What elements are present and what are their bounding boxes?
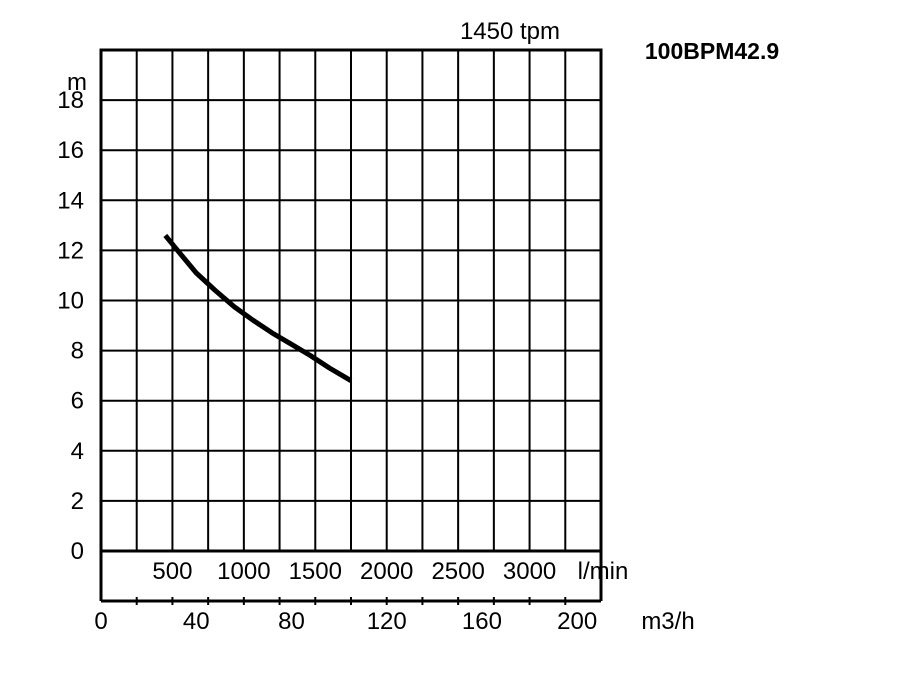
x2-tick-label: 500 bbox=[152, 558, 192, 585]
y-tick-label: 12 bbox=[57, 237, 84, 264]
head-flow-curve bbox=[163, 233, 353, 383]
x2-tick-label: 2500 bbox=[431, 558, 484, 585]
x-tick-label: 40 bbox=[183, 608, 210, 635]
x2-unit-label: l/min bbox=[578, 558, 629, 585]
plot-border bbox=[99, 48, 603, 553]
x-tick-label: 0 bbox=[94, 608, 107, 635]
x-unit-label: m3/h bbox=[641, 608, 694, 635]
x2-tick-label: 1000 bbox=[217, 558, 270, 585]
y-tick-label: 10 bbox=[57, 288, 84, 315]
y-tick-label: 8 bbox=[71, 338, 84, 365]
y-tick-label: 6 bbox=[71, 388, 84, 415]
y-tick-label: 2 bbox=[71, 488, 84, 515]
x-tick-label: 120 bbox=[367, 608, 407, 635]
y-tick-label: 4 bbox=[71, 438, 84, 465]
labels: 0 2 4 6 8 10 12 14 16 18 0 40 80 120 160 200 500 1000 1500… bbox=[57, 87, 597, 635]
x-tick-label: 80 bbox=[278, 608, 305, 635]
curves bbox=[163, 233, 353, 383]
x2-tick-label: 1500 bbox=[289, 558, 342, 585]
y-tick-label: 0 bbox=[71, 538, 84, 565]
y-tick-label: 18 bbox=[57, 87, 84, 114]
y-tick-label: 16 bbox=[57, 137, 84, 164]
x2-tick-label: 2000 bbox=[360, 558, 413, 585]
x2-tick-label: 3000 bbox=[503, 558, 556, 585]
plot-frame bbox=[99, 48, 603, 605]
x-tick-label: 200 bbox=[557, 608, 597, 635]
speed-label: 1450 tpm bbox=[460, 18, 560, 45]
chart-title: 100BPM42.9 bbox=[645, 38, 779, 64]
grid bbox=[101, 50, 601, 551]
x-tick-label: 160 bbox=[462, 608, 502, 635]
y-tick-label: 14 bbox=[57, 187, 84, 214]
y-unit-label: m bbox=[67, 69, 87, 96]
